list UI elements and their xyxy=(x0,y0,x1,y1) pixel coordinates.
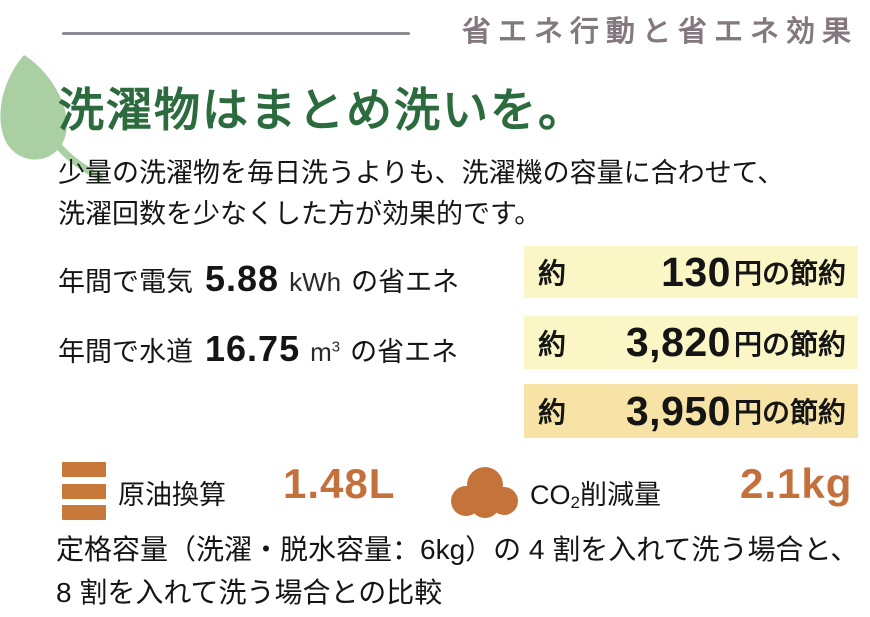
savings-row-electricity: 年間で電気 5.88 kWh の省エネ 約 130 円の節約 xyxy=(0,246,870,299)
description-line-2: 洗濯回数を少なくした方が効果的です。 xyxy=(58,199,542,229)
co2-reduction-value: 2.1kg xyxy=(740,460,853,507)
badge-approx: 約 xyxy=(538,397,567,428)
badge-suffix: 円の節約 xyxy=(733,397,846,428)
savings-row-water: 年間で水道 16.75 m3 の省エネ 約 3,820 円の節約 xyxy=(0,316,870,369)
savings-badge-water: 約 3,820 円の節約 xyxy=(524,316,858,369)
oil-equivalent-value: 1.48L xyxy=(283,460,396,507)
water-prefix: 年間で水道 xyxy=(58,337,193,367)
badge-approx: 約 xyxy=(538,258,567,289)
badge-amount: 3,950 xyxy=(625,387,731,434)
header-rule xyxy=(62,32,410,35)
section-header: 省エネ行動と省エネ効果 xyxy=(461,16,858,48)
description-line-1: 少量の洗濯物を毎日洗うよりも、洗濯機の容量に合わせて、 xyxy=(58,158,785,188)
electricity-unit: kWh xyxy=(289,267,342,297)
badge-approx: 約 xyxy=(538,328,567,360)
page-title: 洗濯物はまとめ洗いを。 xyxy=(58,84,586,136)
co2-cloud-icon xyxy=(451,467,518,518)
footnote: 定格容量（洗濯・脱水容量：6kg）の 4 割を入れて洗う場合と、 8 割を入れて… xyxy=(56,528,858,614)
oil-barrel-icon xyxy=(62,462,106,520)
oil-equivalent-label: 原油換算 xyxy=(118,480,226,510)
leaf-icon xyxy=(0,55,104,181)
co2-reduction-label: CO2削減量 xyxy=(530,480,661,512)
footnote-line-1: 定格容量（洗濯・脱水容量：6kg）の 4 割を入れて洗う場合と、 xyxy=(56,534,859,565)
electricity-suffix: の省エネ xyxy=(351,267,460,297)
electricity-value: 5.88 xyxy=(205,258,280,299)
electricity-prefix: 年間で電気 xyxy=(58,267,193,297)
water-suffix: の省エネ xyxy=(350,337,459,367)
description: 少量の洗濯物を毎日洗うよりも、洗濯機の容量に合わせて、 洗濯回数を少なくした方が… xyxy=(58,153,784,235)
electricity-saving-text: 年間で電気 5.88 kWh の省エネ xyxy=(58,246,460,299)
barrel-bar xyxy=(62,483,106,499)
badge-amount: 130 xyxy=(661,248,731,295)
water-saving-text: 年間で水道 16.75 m3 の省エネ xyxy=(58,316,458,369)
water-unit: m3 xyxy=(310,337,341,367)
savings-badge-total: 約 3,950 円の節約 xyxy=(524,384,858,438)
badge-amount: 3,820 xyxy=(625,319,731,365)
barrel-bar xyxy=(62,462,106,477)
water-value: 16.75 xyxy=(205,328,301,369)
badge-suffix: 円の節約 xyxy=(733,258,846,289)
barrel-bar xyxy=(62,505,106,520)
badge-suffix: 円の節約 xyxy=(733,328,846,360)
footnote-line-2: 8 割を入れて洗う場合との比較 xyxy=(56,577,443,608)
savings-row-total: 約 3,950 円の節約 xyxy=(0,384,870,438)
savings-badge-electricity: 約 130 円の節約 xyxy=(524,246,858,298)
